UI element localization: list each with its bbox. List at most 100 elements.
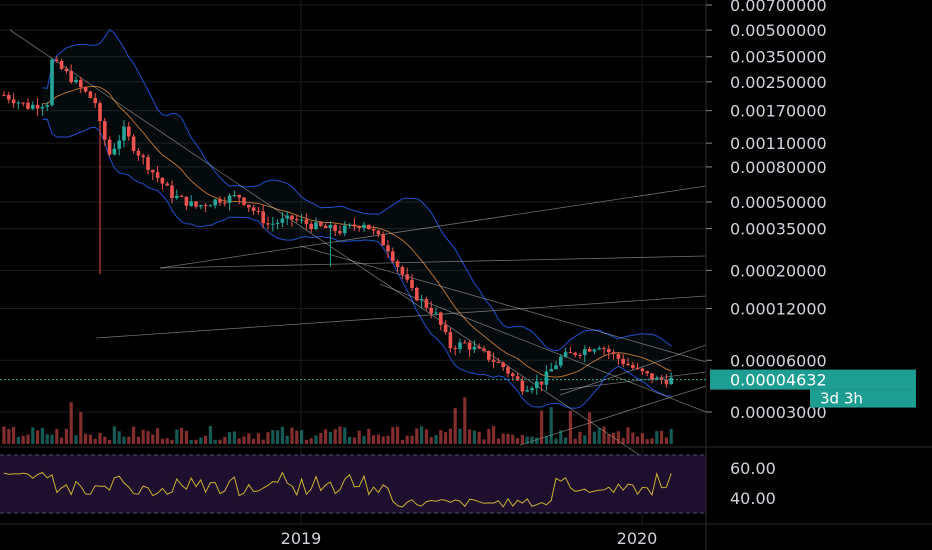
candle-body — [290, 215, 294, 220]
price-tick-label: 0.00080000 — [730, 158, 827, 177]
candle-body — [559, 356, 563, 366]
volume-bar — [588, 412, 592, 444]
volume-bar — [2, 426, 6, 444]
candle-body — [650, 373, 654, 380]
candle-body — [175, 195, 179, 199]
candle-body — [280, 218, 285, 223]
volume-bar — [348, 436, 352, 444]
ema-line — [42, 85, 672, 378]
volume-bar — [568, 410, 572, 444]
volume-bar — [506, 433, 510, 444]
candle-body — [592, 349, 597, 352]
volume-bar — [290, 427, 294, 444]
candle-body — [381, 234, 385, 246]
volume-bar — [103, 436, 107, 444]
volume-bar — [396, 426, 400, 444]
candle-body — [400, 266, 405, 275]
candle-body — [31, 104, 35, 109]
volume-bar — [252, 438, 256, 444]
candle-body — [573, 352, 577, 355]
volume-bar — [184, 430, 188, 444]
volume-bar — [463, 397, 467, 444]
bollinger-fill — [42, 29, 672, 409]
volume-bar — [189, 439, 193, 444]
price-tick-label: 0.00006000 — [730, 351, 827, 370]
volume-bar — [664, 437, 668, 444]
candle-body — [155, 172, 160, 178]
volume-bar — [60, 437, 64, 444]
candle-body — [439, 312, 443, 325]
candle-body — [659, 378, 664, 380]
candle-body — [93, 98, 97, 104]
volume-bar — [650, 438, 654, 444]
candle-body — [208, 205, 213, 207]
candle-body — [520, 380, 525, 392]
candle-body — [554, 365, 558, 370]
volume-bar — [50, 434, 54, 444]
candle-body — [568, 352, 573, 354]
candle-body — [343, 225, 347, 234]
candle-body — [242, 197, 246, 205]
candle-body — [271, 223, 275, 225]
volume-bar — [36, 430, 40, 444]
price-tick-label: 0.00050000 — [730, 193, 827, 212]
rsi-line — [3, 471, 672, 508]
candle-body — [443, 324, 448, 333]
candle-body — [515, 376, 520, 381]
time-axis[interactable]: 2019 2020 — [0, 523, 932, 548]
trendline — [159, 185, 707, 269]
candle-body — [448, 332, 453, 349]
volume-bar — [458, 428, 462, 444]
volume-bar — [592, 431, 596, 444]
candle-body — [434, 312, 438, 314]
volume-bar — [496, 438, 500, 444]
volume-bar — [84, 433, 88, 444]
candles — [2, 56, 673, 396]
volume-bar — [127, 436, 131, 444]
price-tick-label: 0.00700000 — [730, 0, 827, 15]
bollinger-bands — [42, 28, 672, 409]
volume-bar — [631, 432, 635, 444]
volume-bar — [156, 428, 160, 444]
price-tick-label: 0.00170000 — [730, 102, 827, 121]
volume-bar — [482, 439, 486, 444]
volume-bar — [372, 435, 376, 444]
candle-body — [199, 205, 203, 207]
volume-bar — [218, 439, 222, 444]
candle-body — [357, 226, 361, 228]
volume-bar — [40, 427, 44, 444]
volume-bar — [204, 435, 208, 444]
candle-body — [45, 105, 49, 107]
candle-body — [487, 350, 491, 360]
rsi-tick-label: 40.00 — [730, 489, 776, 508]
candle-body — [463, 342, 467, 344]
candle-body — [299, 219, 304, 221]
candle-body — [635, 367, 640, 369]
volume-bar — [79, 412, 83, 444]
candle-body — [352, 224, 357, 227]
volume-bar — [554, 438, 558, 444]
candle-body — [88, 91, 93, 99]
volume-bar — [69, 402, 73, 444]
candle-body — [362, 224, 366, 228]
volume-bar — [338, 426, 342, 444]
volume-bar — [636, 436, 640, 444]
candle-body — [127, 126, 131, 137]
volume-bar — [165, 438, 169, 444]
candle-body — [237, 195, 241, 198]
candle-body — [117, 140, 121, 149]
candle-body — [151, 169, 155, 173]
candle-body — [189, 201, 193, 206]
volume-bar — [434, 435, 438, 444]
candle-body — [7, 94, 11, 100]
candle-body — [179, 195, 184, 197]
candle-body — [405, 274, 409, 280]
candle-body — [525, 390, 529, 392]
volume-bar — [583, 435, 587, 444]
volume-bar — [669, 428, 673, 444]
rsi-tick-label: 60.00 — [730, 459, 776, 478]
candle-body — [631, 365, 635, 368]
candle-body — [194, 201, 198, 207]
